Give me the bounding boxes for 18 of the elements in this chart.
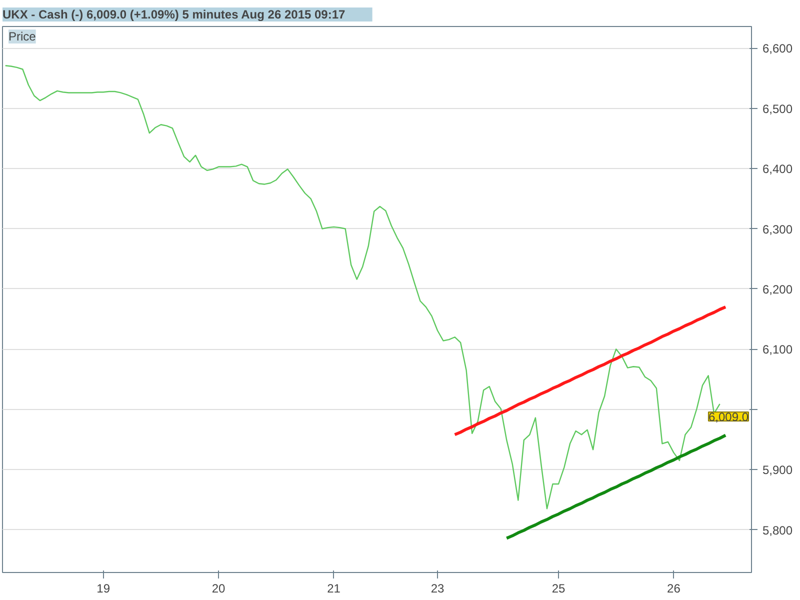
- chart-title: UKX - Cash (-) 6,009.0 (+1.09%) 5 minutes Aug 26 2015 09:17: [2, 8, 346, 22]
- y-tick-label: 6,400: [762, 162, 793, 176]
- x-tick-label: 23: [430, 582, 444, 596]
- annotation: 6,009.0: [708, 410, 749, 424]
- y-tick-label: 6,100: [762, 342, 793, 357]
- y-tick-label: 5,800: [762, 523, 793, 538]
- line-series: [505, 434, 728, 540]
- x-tick-label: 21: [327, 582, 341, 596]
- y-tick-label: 5,900: [762, 463, 793, 478]
- x-tick-label: 20: [212, 582, 226, 596]
- x-tick-label: 25: [552, 582, 566, 596]
- annotation: Price: [8, 30, 36, 44]
- y-tick-label: 6,500: [762, 102, 793, 116]
- y-tick-label: 6,600: [762, 42, 793, 56]
- x-tick-label: 19: [96, 582, 110, 596]
- x-tick-label: 26: [667, 582, 681, 596]
- y-tick-label: 6,300: [762, 222, 793, 236]
- y-tick-label: 6,200: [762, 282, 793, 296]
